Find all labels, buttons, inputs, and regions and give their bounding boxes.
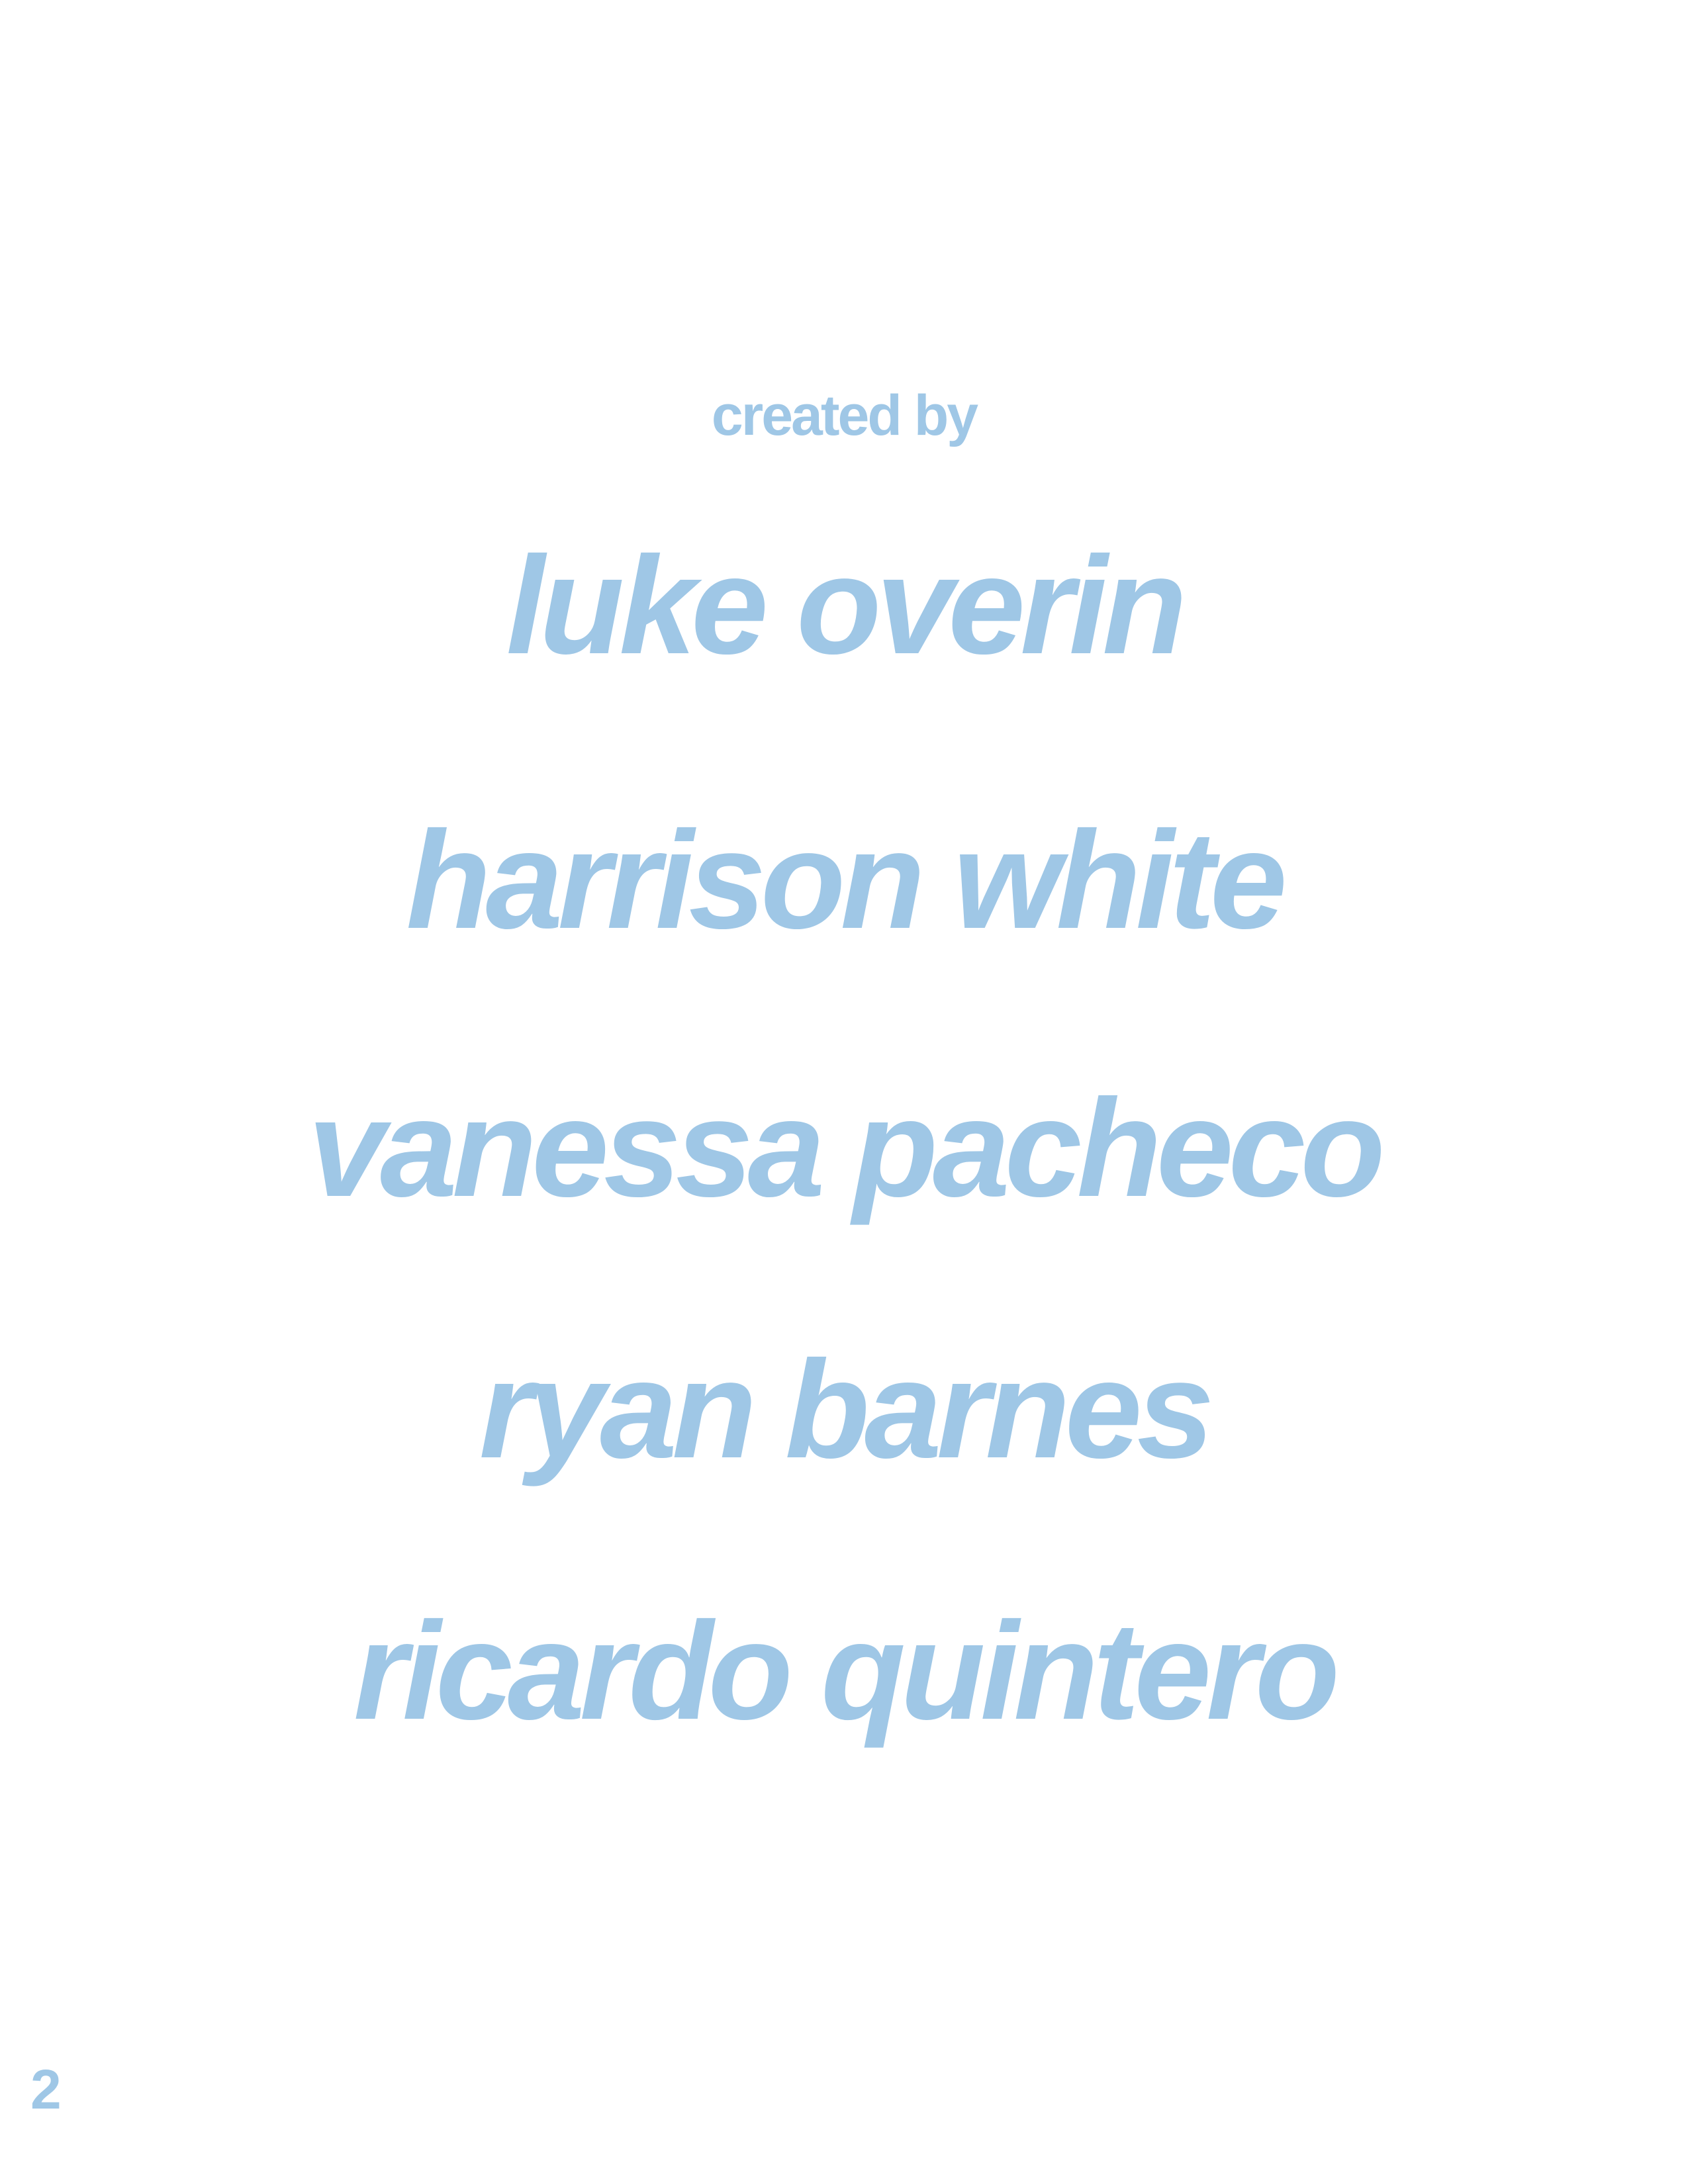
page-number: 2: [30, 2058, 62, 2120]
creator-name: harrison white: [406, 802, 1287, 958]
creator-name: luke overin: [506, 527, 1188, 683]
created-by-heading: created by: [711, 384, 978, 447]
creator-name: ryan barnes: [479, 1332, 1215, 1487]
creator-name: ricardo quintero: [353, 1593, 1340, 1749]
creator-name: vanessa pacheco: [308, 1070, 1385, 1226]
